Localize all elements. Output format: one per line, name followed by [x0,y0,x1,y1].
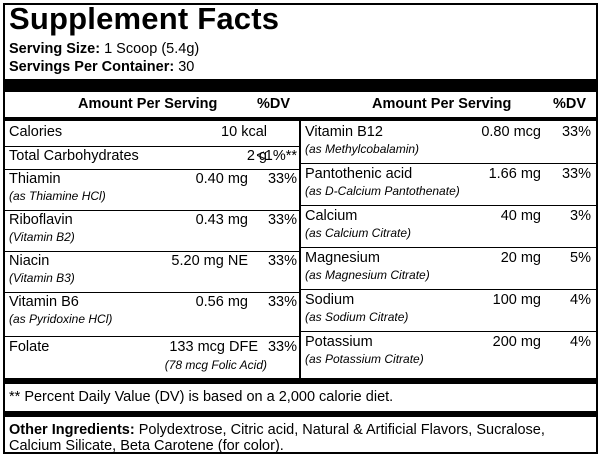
row-divider [301,247,598,248]
left-dv-header: %DV [257,96,291,112]
nutrient-source: (as D-Calcium Pantothenate) [305,184,460,198]
right-dv-header: %DV [553,96,587,112]
nutrient-dv: <1%** [256,148,297,164]
nutrient-name: Potassium [305,334,373,350]
panel-border [3,3,598,454]
nutrient-dv: 33% [561,124,591,140]
servings-per-container-value: 30 [178,59,195,75]
dv-footnote: ** Percent Daily Value (DV) is based on … [9,389,394,405]
other-ingredients-text: Polydextrose, Citric acid, Natural & Art… [9,422,545,454]
nutrient-amount: 0.56 mg [195,294,248,310]
nutrient-dv: 4% [570,292,591,308]
nutrient-amount-detail: (78 mcg Folic Acid) [164,358,267,372]
nutrient-amount: 40 mg [500,208,541,224]
other-ingredients: Other Ingredients: Polydextrose, Citric … [9,422,594,454]
nutrient-source: (as Pyridoxine HCl) [9,312,113,326]
row-divider [3,292,299,293]
nutrient-name: Riboflavin [9,212,73,228]
column-header-rule [3,117,598,121]
nutrient-dv: 33% [561,166,591,182]
nutrient-source: (as Magnesium Citrate) [305,268,430,282]
nutrient-dv: 33% [267,212,297,228]
row-divider [301,205,598,206]
nutrient-name: Sodium [305,292,355,308]
nutrient-name: Pantothenic acid [305,166,413,182]
nutrient-source: (as Thiamine HCl) [9,189,106,203]
row-divider [301,331,598,332]
serving-size-label: Serving Size: [9,41,101,57]
nutrient-amount: 200 mg [492,334,541,350]
nutrient-amount: 0.40 mg [195,171,248,187]
nutrient-dv: 33% [267,339,297,355]
nutrient-name: Thiamin [9,171,61,187]
right-amount-header: Amount Per Serving [372,96,512,112]
nutrient-amount: 133 mcg DFE [169,339,258,355]
nutrient-dv: 33% [267,171,297,187]
nutrient-source: (as Sodium Citrate) [305,310,409,324]
left-amount-header: Amount Per Serving [78,96,218,112]
nutrient-source: (as Methylcobalamin) [305,142,420,156]
other-ingredients-label: Other Ingredients: [9,422,135,438]
footnote-rule [3,378,598,384]
nutrient-amount: 5.20 mg NE [171,253,248,269]
nutrient-name: Calcium [305,208,358,224]
nutrient-dv: 33% [267,253,297,269]
ingredients-rule [3,411,598,417]
nutrient-source: (Vitamin B3) [9,271,75,285]
nutrient-source: (as Potassium Citrate) [305,352,424,366]
servings-per-container: Servings Per Container: 30 [9,59,194,75]
nutrient-dv: 33% [267,294,297,310]
nutrient-name: Folate [9,339,50,355]
nutrient-amount: 1.66 mg [488,166,541,182]
row-divider [3,146,299,147]
nutrient-amount: 0.80 mcg [481,124,541,140]
nutrient-name: Niacin [9,253,50,269]
row-divider [3,210,299,211]
nutrient-name: Vitamin B6 [9,294,79,310]
nutrient-source: (Vitamin B2) [9,230,75,244]
nutrient-amount: 10 kcal [221,124,267,140]
row-divider [301,289,598,290]
nutrient-amount: 20 mg [500,250,541,266]
nutrient-source: (as Calcium Citrate) [305,226,412,240]
nutrient-dv: 5% [570,250,591,266]
nutrient-name: Magnesium [305,250,380,266]
panel-title: Supplement Facts [9,1,280,36]
serving-size: Serving Size: 1 Scoop (5.4g) [9,41,199,57]
header-thick-rule [3,79,598,92]
nutrient-amount: 100 mg [492,292,541,308]
row-divider [3,251,299,252]
row-divider [301,163,598,164]
supplement-facts-panel: Supplement Facts Serving Size: 1 Scoop (… [3,1,598,454]
serving-size-value-text: 1 Scoop (5.4g) [104,41,200,57]
servings-per-container-label: Servings Per Container: [9,59,175,75]
row-divider [3,336,299,337]
nutrient-amount: 0.43 mg [195,212,248,228]
nutrient-dv: 3% [570,208,591,224]
row-divider [3,169,299,170]
nutrient-name: Calories [9,124,63,140]
nutrient-name: Vitamin B12 [305,124,383,140]
column-divider [299,121,301,379]
nutrient-name: Total Carbohydrates [9,148,139,164]
nutrient-amount: 2 g [246,148,267,164]
nutrient-dv: 4% [570,334,591,350]
